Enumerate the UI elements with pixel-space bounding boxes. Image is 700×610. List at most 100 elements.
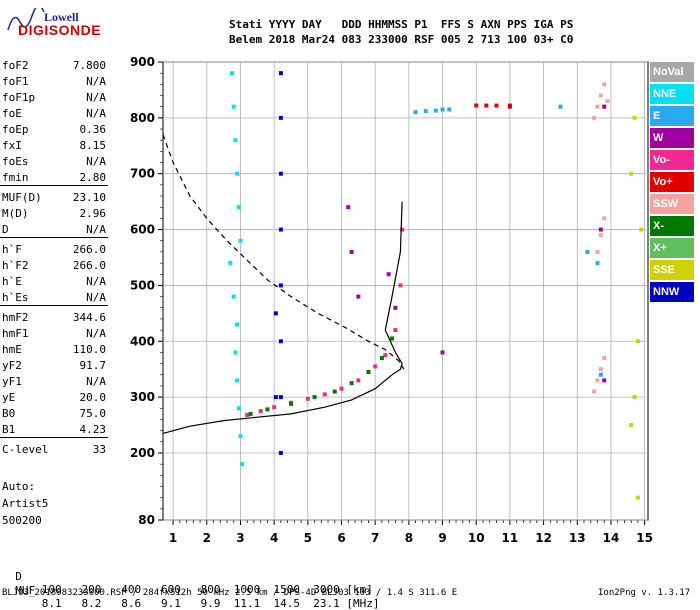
param-separator [0, 305, 108, 306]
param-key: foEs [2, 155, 29, 168]
param-value: 20.0 [79, 391, 107, 404]
x-tick-label: 14 [603, 531, 620, 545]
param-value: 4.23 [79, 423, 107, 436]
param-row-hf: h`F 266.0 [2, 243, 106, 257]
param-row-foes: foEs N/A [2, 155, 106, 169]
param-row-fmin: fmin 2.80 [2, 171, 106, 185]
param-key: hmE [2, 343, 22, 356]
series-2-point [373, 364, 378, 369]
x-tick-label: 12 [535, 531, 552, 545]
y-tick-label: 700 [130, 167, 155, 181]
y-tick-label: 600 [130, 223, 155, 237]
digisonde-logo-icon [7, 8, 45, 31]
plot-area [162, 61, 649, 521]
version-info: Ion2Png v. 1.3.17 [598, 588, 691, 598]
param-value: 7.800 [72, 59, 106, 72]
series-4-point [558, 104, 563, 109]
param-key: fxI [2, 139, 22, 152]
param-row-foep: foEp 0.36 [2, 123, 106, 137]
series-6-point [386, 272, 391, 277]
series-7-point [635, 495, 640, 500]
series-0-point [235, 378, 240, 383]
y-tick-label: 500 [130, 278, 155, 292]
series-1-point [278, 171, 283, 176]
param-value: 266.0 [72, 259, 106, 272]
series-1-point [273, 311, 278, 316]
series-6-point [356, 294, 361, 299]
series-4-point [413, 110, 418, 115]
file-info: BLJ03_2018083233000.RSF / 284fx512h 50 k… [2, 588, 458, 598]
param-row-hmf2: hmF2 344.6 [2, 311, 106, 325]
series-0-point [235, 171, 240, 176]
series-5-point [595, 104, 600, 109]
param-key: B0 [2, 407, 16, 420]
series-5-point [602, 82, 607, 87]
series-2-point [393, 328, 398, 333]
series-6-point [602, 104, 607, 109]
param-value: 344.6 [72, 311, 106, 324]
legend-item-nnw: NNW [650, 282, 694, 302]
legend-item-vo: Vo- [650, 150, 694, 170]
x-tick-label: 7 [371, 531, 379, 545]
series-1-point [278, 115, 283, 120]
param-separator [0, 237, 108, 238]
param-key: h`Es [2, 291, 29, 304]
series-2-point [356, 378, 361, 383]
y-tick-label: 800 [130, 111, 155, 125]
series-3-point [379, 356, 384, 361]
param-value: N/A [86, 155, 106, 168]
x-tick-label: 3 [236, 531, 244, 545]
param-key: foE [2, 107, 22, 120]
param-key: D [2, 223, 9, 236]
param-value: N/A [86, 375, 106, 388]
series-1-point [278, 71, 283, 76]
series-0-point [238, 238, 243, 243]
param-key: yE [2, 391, 16, 404]
series-4-point [433, 108, 438, 113]
param-key: B1 [2, 423, 16, 436]
series-5-point [602, 356, 607, 361]
series-0-point [235, 322, 240, 327]
series-2-point [398, 283, 403, 288]
ionogram-chart: 1 2 3 4 5 6 7 8 9 10 11 12 13 14 158020030040050060070… [130, 55, 653, 545]
auto-code: 500200 [2, 514, 42, 527]
series-2-point [322, 392, 327, 397]
series-6-point [393, 305, 398, 310]
y-tick-label: 900 [130, 55, 155, 69]
param-row-he: h`E N/A [2, 275, 106, 289]
param-key: h`F [2, 243, 22, 256]
param-key: yF1 [2, 375, 22, 388]
series-3-point [390, 336, 395, 341]
param-key: hmF1 [2, 327, 29, 340]
electron-density-profile [162, 201, 403, 434]
series-2-point [245, 412, 250, 417]
param-value: N/A [86, 91, 106, 104]
series-1-point [278, 283, 283, 288]
series-4-point [440, 107, 445, 112]
x-tick-label: 10 [468, 531, 485, 545]
muf-values: 8.1 8.2 8.6 9.1 9.9 11.1 14.5 23.1 [MHz] [15, 597, 380, 610]
auto-label: Auto: [2, 480, 36, 493]
legend-item-e: E [650, 106, 694, 126]
param-value: 2.80 [79, 171, 107, 184]
param-value: N/A [86, 275, 106, 288]
series-2-point [339, 386, 344, 391]
param-key: h`F2 [2, 259, 29, 272]
series-8-point [507, 103, 512, 108]
series-0-point [231, 294, 236, 299]
series-3-point [366, 369, 371, 374]
series-2-point [305, 396, 310, 401]
series-5-point [592, 389, 597, 394]
param-separator [0, 185, 108, 186]
param-value: N/A [86, 291, 106, 304]
legend-item-noval: NoVal [650, 62, 694, 82]
param-value: 91.7 [79, 359, 107, 372]
series-0-point [231, 104, 236, 109]
param-value: N/A [86, 107, 106, 120]
series-2-point [383, 353, 388, 358]
x-tick-label: 5 [304, 531, 312, 545]
param-row-d: D N/A [2, 223, 106, 237]
series-3-point [312, 395, 317, 400]
x-tick-label: 4 [270, 531, 278, 545]
x-tick-label: 11 [502, 531, 519, 545]
